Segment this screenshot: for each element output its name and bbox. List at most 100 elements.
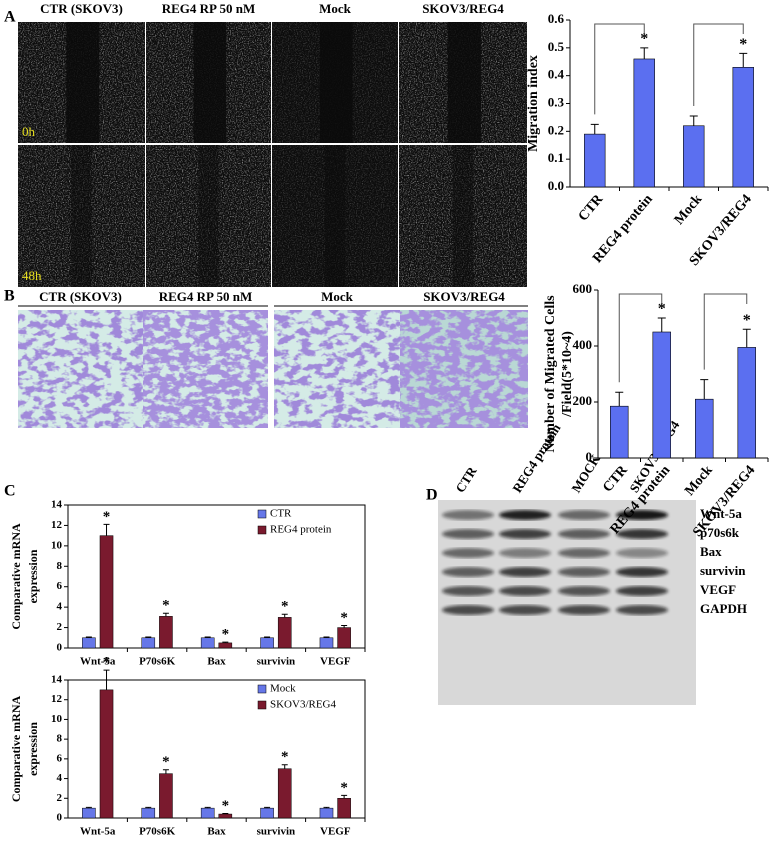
band — [442, 567, 494, 577]
legend-label: Mock — [270, 683, 296, 695]
significance: * — [281, 599, 289, 615]
band — [558, 567, 610, 577]
x-tick-label: survivin — [257, 656, 296, 668]
band — [499, 586, 551, 596]
error-bar — [689, 115, 698, 126]
wound-gap — [319, 22, 353, 143]
bar — [319, 807, 334, 819]
x-tick-label: Mock — [672, 192, 706, 228]
legend-label: SKOV3/REG4 — [270, 699, 337, 711]
error-bar — [85, 806, 92, 809]
bar — [82, 637, 96, 649]
band — [616, 605, 668, 615]
error-bar — [657, 317, 666, 332]
y-tick-label: 400 — [573, 337, 593, 352]
bar — [200, 807, 215, 819]
y-tick-label: 0.4 — [548, 67, 565, 82]
x-tick-label: P70s6K — [139, 826, 176, 838]
bar — [260, 637, 274, 649]
lane-label: CTR — [452, 463, 480, 495]
legend-swatch — [257, 700, 267, 710]
y-tick-label: 8 — [57, 733, 63, 745]
band — [442, 605, 494, 615]
panel-label: C — [4, 483, 16, 500]
error-bar — [323, 636, 330, 638]
wound-gap — [198, 145, 219, 287]
error-bar — [323, 806, 330, 809]
significance: * — [222, 798, 230, 814]
bar — [99, 535, 114, 649]
legend-label: REG4 protein — [270, 524, 332, 536]
bar — [277, 768, 292, 819]
significance: * — [103, 509, 111, 525]
y-tick-label: 0 — [57, 812, 63, 824]
band — [499, 510, 551, 520]
wound-gap — [71, 145, 92, 287]
wound-gap — [452, 145, 474, 287]
plot-frame — [67, 504, 366, 649]
significance: * — [103, 655, 111, 671]
bar — [683, 125, 705, 188]
column-label: CTR (SKOV3) — [40, 1, 123, 16]
bar — [732, 67, 754, 188]
band — [442, 510, 494, 520]
wound-gap — [447, 22, 481, 143]
bar — [584, 133, 606, 188]
x-tick-label: Wnt-5a — [80, 826, 116, 838]
bar — [337, 627, 351, 649]
y-axis-label: Migration index — [526, 55, 541, 152]
significance: * — [658, 301, 666, 318]
error-bar — [145, 806, 152, 809]
column-label: REG4 RP 50 nM — [162, 1, 256, 16]
error-bar — [162, 612, 169, 617]
y-tick-label: 0.2 — [548, 122, 564, 137]
micrograph-texture — [274, 310, 400, 428]
wound-gap — [324, 145, 346, 287]
band — [442, 548, 494, 558]
y-tick-label: 12 — [51, 519, 63, 531]
y-tick-label: 14 — [51, 674, 63, 686]
wound-gap — [193, 22, 226, 143]
column-label: SKOV3/REG4 — [422, 1, 504, 16]
y-tick-label: 10 — [51, 713, 63, 725]
y-axis-label: expression — [26, 722, 40, 776]
time-label: 0h — [22, 124, 36, 139]
error-bar — [204, 806, 211, 809]
significance: * — [162, 598, 170, 614]
band — [558, 605, 610, 615]
x-tick-label: Bax — [207, 826, 226, 838]
y-tick-label: 200 — [573, 393, 593, 408]
x-tick-label: Mock — [682, 463, 716, 499]
band-label: GAPDH — [700, 601, 747, 616]
error-bar — [162, 769, 169, 774]
band — [558, 529, 610, 539]
band-label: Wnt-5a — [700, 506, 742, 521]
bar — [652, 331, 671, 459]
bar — [200, 637, 215, 649]
significance: * — [340, 780, 348, 796]
error-bar — [222, 812, 229, 815]
bar — [337, 798, 351, 819]
band — [499, 567, 551, 577]
micrograph-texture — [18, 310, 143, 428]
y-tick-label: 0 — [586, 449, 593, 464]
error-bar — [341, 625, 348, 628]
band-label: VEGF — [700, 582, 736, 597]
y-axis-label: Comparative mRNA — [9, 696, 23, 803]
wound-gap — [66, 22, 100, 143]
comparison-bracket — [618, 293, 663, 383]
comparison-bracket — [703, 293, 748, 370]
error-bar — [700, 379, 709, 400]
bar — [218, 642, 233, 649]
y-tick-label: 0.6 — [548, 11, 565, 26]
error-bar — [264, 806, 271, 809]
band — [558, 586, 610, 596]
x-tick-label: survivin — [257, 826, 296, 838]
band — [442, 586, 494, 596]
error-bar — [204, 636, 211, 638]
column-label: Mock — [319, 1, 352, 16]
y-tick-label: 2 — [57, 792, 63, 804]
error-bar — [145, 636, 152, 638]
x-tick-label: Wnt-5a — [80, 656, 116, 668]
